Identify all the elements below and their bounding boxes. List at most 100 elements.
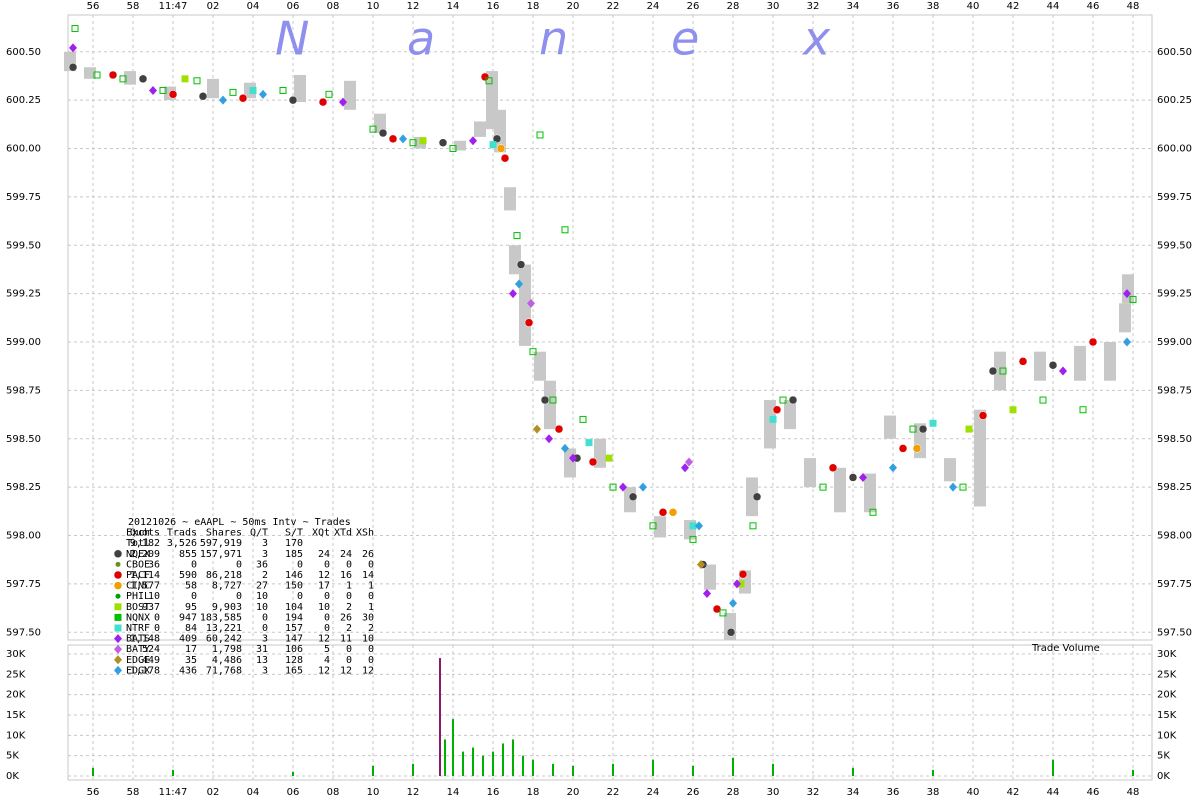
table-cell: 0 [346, 591, 352, 602]
table-cell: 17 [318, 581, 330, 592]
trade-point [889, 463, 897, 473]
table-cell: 14 [362, 570, 374, 581]
volume-bar [552, 763, 554, 776]
volume-bar [412, 763, 414, 776]
table-cell: 10 [362, 634, 374, 645]
legend-label: EDGE [126, 655, 150, 666]
table-cell: 5 [324, 644, 330, 655]
grid-layer [68, 15, 1152, 780]
table-cell: 590 [179, 570, 197, 581]
x-tick-label: 24 [647, 1, 660, 12]
volume-tick-label: 25K [6, 669, 26, 680]
trade-point [695, 521, 703, 531]
trade-point [726, 628, 736, 637]
trade-point [545, 434, 553, 444]
table-cell: 165 [285, 665, 303, 676]
spread-band [1074, 345, 1086, 381]
table-cell: 937 [142, 602, 160, 613]
spread-band [1119, 303, 1131, 333]
spread-band [544, 380, 556, 430]
volume-bar [612, 763, 614, 776]
table-cell: 3 [262, 634, 268, 645]
y-tick-label: 597.75 [1157, 579, 1192, 590]
x-tick-label: 08 [327, 1, 340, 12]
table-cell: 36 [148, 559, 160, 570]
table-cell: 128 [285, 655, 303, 666]
trade-point [119, 75, 127, 83]
table-cell: 0 [297, 559, 303, 570]
volume-tick-label: 5K [1157, 751, 1170, 762]
trade-point [668, 508, 678, 517]
watermark-letter: e [671, 12, 699, 66]
legend-marker [114, 613, 122, 621]
trade-point [500, 153, 510, 163]
spread-band [834, 467, 846, 513]
x-tick-label: 56 [87, 1, 100, 12]
table-row-label: Totl [126, 538, 150, 549]
table-cell: 1,178 [130, 665, 160, 676]
volume-bar [472, 747, 474, 776]
table-cell: 24 [340, 549, 352, 560]
table-cell: 3 [262, 665, 268, 676]
trade-point [639, 482, 647, 492]
trade-point [181, 75, 189, 83]
table-cell: 0 [262, 612, 268, 623]
volume-bar [522, 755, 524, 776]
legend-label: NQNX [126, 612, 150, 623]
legend-marker [115, 561, 121, 567]
x-tick-label: 58 [127, 1, 140, 12]
legend-label: NQEX [126, 549, 150, 560]
trade-point [168, 90, 178, 99]
table-cell: 0 [154, 612, 160, 623]
trade-point [681, 463, 689, 473]
trade-point [318, 97, 328, 107]
y-tick-label: 598.25 [6, 482, 41, 493]
trade-point [689, 522, 697, 530]
x-tick-label: 38 [927, 787, 940, 798]
volume-bar [852, 767, 854, 776]
trade-point [469, 136, 477, 146]
trade-point [496, 144, 506, 153]
volume-bar [92, 767, 94, 776]
table-cell: 12 [362, 665, 374, 676]
volume-tick-label: 30K [6, 649, 26, 660]
volume-bar [482, 755, 484, 776]
trade-point [485, 77, 493, 85]
trade-point [733, 579, 741, 589]
table-cell: 150 [285, 581, 303, 592]
y-tick-label: 600.50 [1157, 47, 1192, 58]
trade-point [828, 463, 838, 473]
trade-point [697, 560, 705, 570]
trade-point [69, 43, 77, 53]
trade-point [729, 598, 737, 608]
x-tick-label: 11:47 [159, 787, 188, 798]
table-cell: 9,182 [130, 538, 160, 549]
x-tick-label: 44 [1047, 1, 1060, 12]
trade-point [93, 71, 101, 79]
table-cell: 449 [142, 655, 160, 666]
trade-point [859, 472, 867, 482]
x-tick-label: 58 [127, 787, 140, 798]
spread-band [764, 400, 776, 449]
table-header: Shares [206, 528, 242, 539]
x-tick-label: 12 [407, 1, 420, 12]
watermark-letter: n [539, 12, 568, 66]
volume-bar [502, 743, 504, 776]
spread-band [294, 74, 306, 103]
trade-point [869, 508, 877, 516]
table-cell: 2 [346, 623, 352, 634]
x-tick-label: 48 [1127, 1, 1140, 12]
trade-point [219, 95, 227, 105]
trade-point [149, 85, 157, 95]
y-tick-label: 599.25 [1157, 289, 1192, 300]
trade-point [649, 522, 657, 530]
table-header: Q/T [250, 528, 268, 539]
trade-point [540, 395, 550, 405]
table-cell: 10 [318, 602, 330, 613]
trade-point [279, 86, 287, 94]
table-cell: 27 [256, 581, 268, 592]
table-cell: 2,209 [130, 549, 160, 560]
table-cell: 0 [324, 623, 330, 634]
volume-bar [292, 771, 294, 776]
